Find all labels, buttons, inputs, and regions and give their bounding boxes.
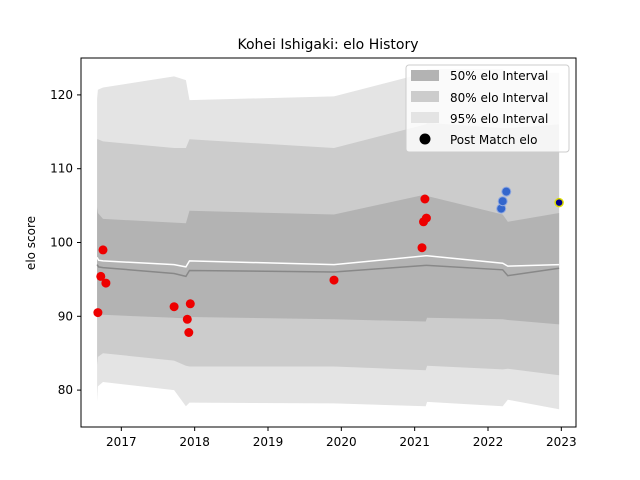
plot-area [93,69,564,410]
x-tick-label: 2022 [473,435,504,449]
x-tick-label: 2020 [326,435,357,449]
y-tick-label: 100 [50,236,73,250]
match-point [182,314,192,324]
mean-line [96,255,560,268]
match-point [329,275,339,285]
median-line [96,264,560,278]
x-tick-label: 2021 [399,435,430,449]
y-tick-label: 90 [58,309,73,323]
x-tick-label: 2017 [106,435,137,449]
legend-label-95: 95% elo Interval [450,112,548,126]
x-tick-label: 2018 [179,435,210,449]
legend-label-points: Post Match elo [450,133,537,147]
legend-frame [405,64,570,153]
x-tick-label: 2019 [253,435,284,449]
match-point [420,194,430,204]
legend-swatch-80 [411,91,439,102]
legend: 50% elo Interval 80% elo Interval 95% el… [405,64,570,153]
match-point [185,299,195,309]
y-tick-label: 110 [50,162,73,176]
legend-label-50: 50% elo Interval [450,69,548,83]
chart-title: Kohei Ishigaki: elo History [237,37,418,53]
band-50 [97,194,560,325]
match-point [421,213,431,223]
legend-label-80: 80% elo Interval [450,91,548,105]
match-point [93,308,103,318]
match-point [169,302,179,312]
match-point [184,328,194,337]
match-point [101,278,111,288]
x-tick-label: 2023 [546,435,577,449]
legend-swatch-50 [411,70,439,81]
y-axis-label: elo score [24,216,38,270]
match-point [417,243,427,253]
latest-match-point [554,197,564,208]
recent-match-point [501,186,512,197]
legend-marker-points [419,133,431,145]
recent-match-point [497,196,508,207]
y-tick-label: 80 [58,383,73,397]
axes: 2017 2018 2019 2020 2021 2022 2023 80 90 100 110 12… [50,57,577,449]
match-point [98,245,108,255]
legend-swatch-95 [411,112,439,123]
match-point [96,271,106,281]
y-tick-label: 120 [50,88,73,102]
